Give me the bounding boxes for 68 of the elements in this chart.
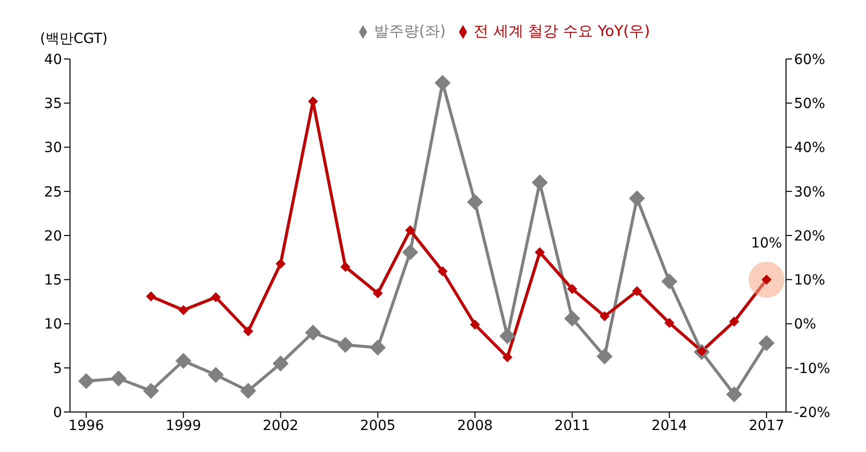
y2-tick-label: 20% [794, 228, 826, 244]
x-tick-label: 2014 [652, 418, 688, 434]
x-tick-label: 1999 [166, 418, 202, 434]
point [146, 291, 156, 302]
point [110, 370, 127, 386]
point [208, 366, 224, 383]
point [370, 340, 386, 356]
y-tick-label: 30 [44, 140, 62, 156]
point [600, 311, 610, 322]
point [240, 382, 256, 399]
point [726, 386, 742, 402]
y2-tick-label: 60% [794, 52, 826, 68]
point [78, 373, 94, 390]
point [499, 328, 516, 344]
y-tick-label: 0 [53, 404, 62, 421]
point [758, 335, 775, 352]
point [470, 320, 480, 330]
y-tick-label: 20 [44, 228, 62, 244]
point [664, 318, 674, 328]
point [405, 225, 416, 236]
point [276, 258, 286, 269]
y2-tick-label: 0% [794, 316, 816, 333]
point [272, 355, 289, 372]
point [175, 352, 192, 369]
y-tick-label: 40 [44, 52, 62, 68]
y-axis-title: (백만CGT) [40, 30, 108, 48]
x-tick-label: 1996 [68, 418, 104, 434]
y2-tick-label: 40% [794, 140, 826, 156]
point [178, 305, 188, 316]
y-tick-label: 25 [44, 184, 62, 200]
x-tick-label: 2017 [748, 418, 784, 434]
point [438, 266, 448, 276]
y2-tick-label: 30% [794, 184, 826, 200]
point [210, 292, 221, 302]
point [564, 310, 580, 326]
point [661, 273, 678, 290]
legend-label: 전 세계 철강 수요 YoY(우) [474, 22, 650, 40]
y-tick-label: 5 [53, 360, 62, 377]
x-tick-label: 2002 [262, 418, 298, 434]
point [243, 326, 254, 336]
y-tick-label: 10 [44, 316, 62, 333]
point [372, 288, 383, 298]
point [596, 348, 613, 364]
point [337, 336, 354, 353]
y2-tick-label: -10% [794, 360, 830, 377]
point [434, 74, 451, 91]
point [729, 316, 740, 327]
annotation: 10% [751, 236, 782, 252]
x-tick-label: 2011 [554, 418, 590, 434]
point [532, 174, 548, 191]
point [402, 244, 418, 260]
y2-tick-label: 50% [794, 96, 826, 112]
x-tick-label: 2005 [360, 418, 396, 434]
point [567, 284, 578, 294]
point [340, 262, 350, 272]
y-tick-label: 15 [44, 272, 62, 289]
point [534, 247, 545, 258]
point [632, 286, 642, 296]
y-tick-label: 35 [44, 96, 62, 112]
point [466, 194, 483, 210]
point [142, 382, 159, 399]
point [502, 352, 512, 362]
point [304, 324, 321, 341]
x-tick-label: 2008 [457, 418, 493, 434]
y2-tick-label: -20% [794, 404, 830, 421]
y2-tick-label: 10% [794, 272, 826, 289]
legend-label: 발주량(좌) [374, 22, 446, 40]
point [628, 190, 645, 206]
